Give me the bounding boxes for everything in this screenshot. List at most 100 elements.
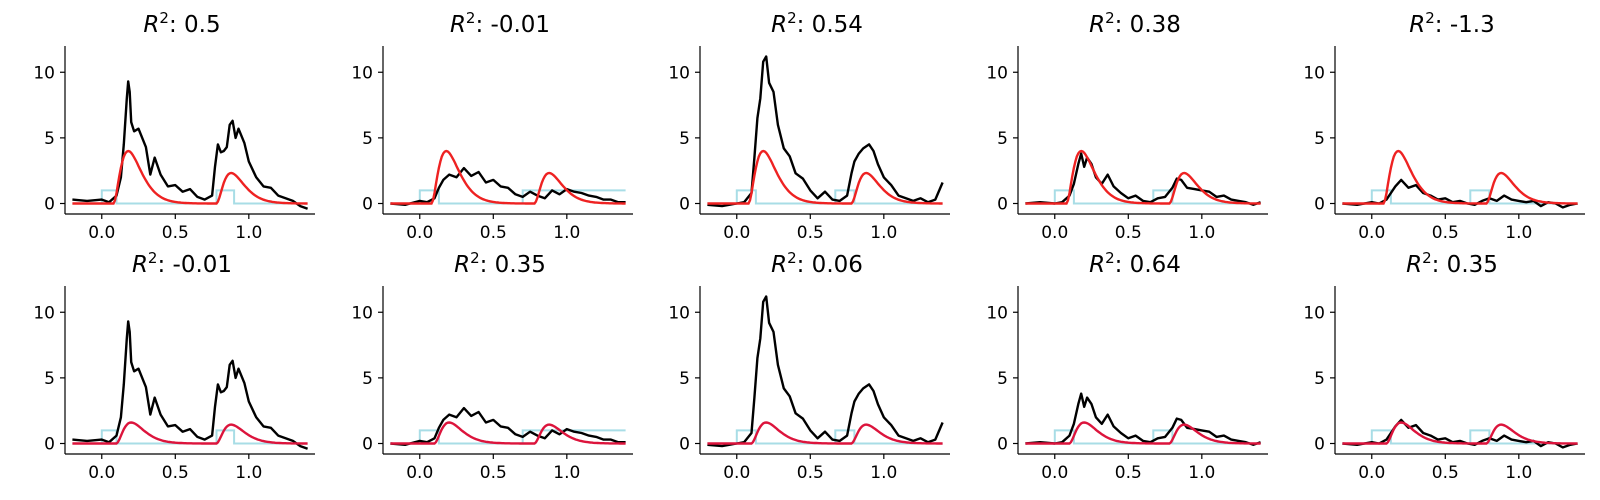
x-tick-label: 1.0 <box>1188 223 1215 243</box>
x-tick-label: 0.5 <box>162 463 189 483</box>
panel-title-value: : 0.35 <box>1432 252 1498 278</box>
y-tick-label: 10 <box>986 303 1008 323</box>
panel-title-superscript: 2 <box>787 9 797 27</box>
panel-title-r: R <box>132 252 148 278</box>
panel-title-value: : 0.5 <box>169 12 221 38</box>
y-tick-label: 5 <box>679 369 690 389</box>
stimulus-line <box>72 189 308 205</box>
panel-title-superscript: 2 <box>470 249 480 267</box>
panel-title-r: R <box>143 12 159 38</box>
model-line <box>1025 421 1261 445</box>
y-tick-label: 10 <box>986 63 1008 83</box>
x-tick-label: 0.5 <box>797 463 824 483</box>
model-line <box>1342 421 1578 445</box>
y-tick-label: 10 <box>33 303 55 323</box>
y-tick-label: 10 <box>668 303 690 323</box>
y-tick-label: 0 <box>679 435 690 455</box>
panel-title-r: R <box>771 252 787 278</box>
x-tick-label: 0.0 <box>723 463 750 483</box>
panel-title-superscript: 2 <box>466 9 476 27</box>
y-tick-label: 5 <box>44 129 55 149</box>
x-tick-label: 1.0 <box>1188 463 1215 483</box>
y-tick-label: 5 <box>1314 369 1325 389</box>
panel-1-4: R2: 0.35 0 5 10 0.0 0.5 1.0 <box>1303 249 1585 483</box>
panel-title: R2: 0.64 <box>1089 249 1181 278</box>
panel-title-value: : 0.35 <box>480 252 546 278</box>
x-tick-label: 0.0 <box>88 223 115 243</box>
panel-title-value: : -0.01 <box>157 252 232 278</box>
panel-title-r: R <box>1409 12 1425 38</box>
panel-1-3: R2: 0.64 0 5 10 0.0 0.5 1.0 <box>986 249 1268 483</box>
y-tick-label: 0 <box>362 435 373 455</box>
x-tick-label: 1.0 <box>1505 223 1532 243</box>
y-tick-label: 5 <box>679 129 690 149</box>
panel-title: R2: 0.06 <box>771 249 863 278</box>
y-tick-label: 0 <box>679 195 690 215</box>
panel-1-2: R2: 0.06 0 5 10 0.0 0.5 1.0 <box>668 249 950 483</box>
y-tick-label: 5 <box>1314 129 1325 149</box>
y-tick-label: 10 <box>351 63 373 83</box>
x-tick-label: 0.0 <box>723 223 750 243</box>
model-line <box>1342 149 1578 205</box>
response-line <box>72 80 309 210</box>
panel-title-superscript: 2 <box>148 249 158 267</box>
response-line <box>1025 152 1262 207</box>
x-tick-label: 0.5 <box>162 223 189 243</box>
x-tick-label: 0.5 <box>797 223 824 243</box>
response-line <box>707 55 944 208</box>
x-tick-label: 1.0 <box>870 223 897 243</box>
panel-title: R2: 0.54 <box>771 9 863 38</box>
x-tick-label: 1.0 <box>553 223 580 243</box>
y-tick-label: 5 <box>44 369 55 389</box>
x-tick-label: 1.0 <box>553 463 580 483</box>
x-tick-label: 0.5 <box>1115 463 1142 483</box>
response-line <box>707 295 944 448</box>
panel-title: R2: -1.3 <box>1409 9 1494 38</box>
y-tick-label: 5 <box>362 369 373 389</box>
panel-1-0: R2: -0.01 0 5 10 0.0 0.5 1.0 <box>33 249 315 483</box>
y-tick-label: 0 <box>997 435 1008 455</box>
x-tick-label: 1.0 <box>1505 463 1532 483</box>
panel-title-r: R <box>771 12 787 38</box>
model-line <box>390 149 626 205</box>
panel-title-value: : -0.01 <box>475 12 550 38</box>
panel-title-value: : 0.38 <box>1115 12 1181 38</box>
model-line <box>390 421 626 445</box>
panel-title: R2: 0.35 <box>1406 249 1498 278</box>
x-tick-label: 0.5 <box>480 463 507 483</box>
x-tick-label: 0.5 <box>480 223 507 243</box>
panel-0-2: R2: 0.54 0 5 10 0.0 0.5 1.0 <box>668 9 950 243</box>
y-tick-label: 5 <box>997 369 1008 389</box>
panel-0-0: R2: 0.5 0 5 10 0.0 0.5 1.0 <box>33 9 315 243</box>
y-tick-label: 10 <box>1303 303 1325 323</box>
x-tick-label: 1.0 <box>870 463 897 483</box>
x-tick-label: 0.5 <box>1432 463 1459 483</box>
model-line <box>1025 149 1261 205</box>
panel-title: R2: 0.38 <box>1089 9 1181 38</box>
y-tick-label: 0 <box>1314 195 1325 215</box>
panel-title: R2: 0.5 <box>143 9 220 38</box>
y-tick-label: 0 <box>44 435 55 455</box>
response-line <box>390 406 626 446</box>
panel-title-superscript: 2 <box>1105 249 1115 267</box>
panel-title-superscript: 2 <box>1422 249 1432 267</box>
panel-0-1: R2: -0.01 0 5 10 0.0 0.5 1.0 <box>351 9 633 243</box>
panel-title-r: R <box>1089 252 1105 278</box>
x-tick-label: 0.0 <box>1041 223 1068 243</box>
panel-title-value: : 0.54 <box>797 12 863 38</box>
y-tick-label: 5 <box>997 129 1008 149</box>
panel-title-superscript: 2 <box>787 249 797 267</box>
x-tick-label: 0.0 <box>1358 463 1385 483</box>
x-tick-label: 0.0 <box>1358 223 1385 243</box>
y-tick-label: 0 <box>44 195 55 215</box>
panel-title: R2: -0.01 <box>450 9 550 38</box>
panel-title-r: R <box>1406 252 1422 278</box>
panel-title-r: R <box>454 252 470 278</box>
y-tick-label: 10 <box>1303 63 1325 83</box>
panel-title-r: R <box>1089 12 1105 38</box>
response-line <box>72 320 309 450</box>
panel-title-superscript: 2 <box>1425 9 1435 27</box>
x-tick-label: 0.0 <box>88 463 115 483</box>
x-tick-label: 0.0 <box>406 223 433 243</box>
panel-title-superscript: 2 <box>1105 9 1115 27</box>
